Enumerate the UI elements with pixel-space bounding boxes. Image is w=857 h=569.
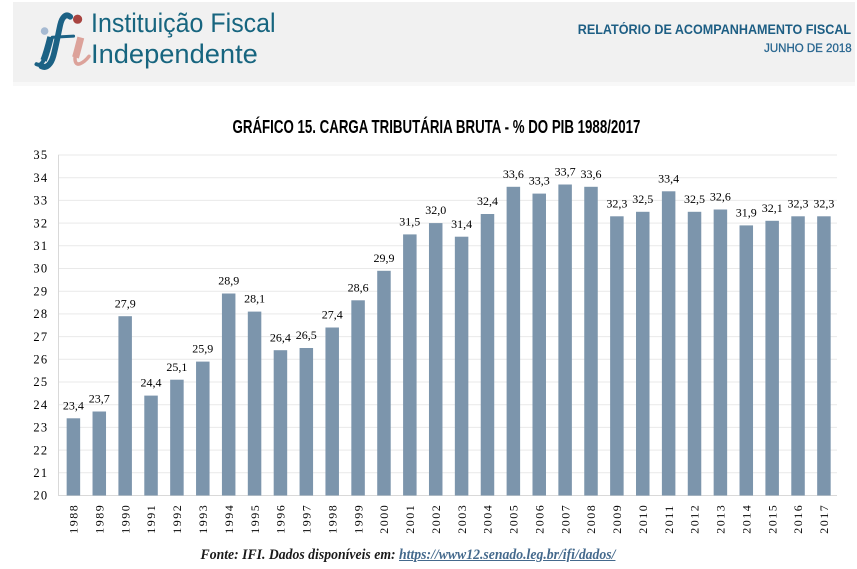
svg-text:21: 21 <box>33 466 48 480</box>
svg-text:25,9: 25,9 <box>192 342 213 356</box>
svg-text:32,3: 32,3 <box>788 196 809 210</box>
svg-text:1997: 1997 <box>300 504 314 534</box>
svg-text:26,5: 26,5 <box>296 328 317 342</box>
svg-text:1995: 1995 <box>248 504 262 534</box>
svg-text:2013: 2013 <box>714 504 728 534</box>
svg-text:27,4: 27,4 <box>322 308 343 322</box>
svg-text:25: 25 <box>33 375 48 389</box>
svg-text:2005: 2005 <box>507 504 521 534</box>
svg-text:33,6: 33,6 <box>503 167 524 181</box>
svg-text:23,7: 23,7 <box>89 392 110 406</box>
svg-text:1989: 1989 <box>93 504 107 534</box>
svg-text:2000: 2000 <box>377 504 391 534</box>
svg-text:34: 34 <box>33 171 48 185</box>
svg-text:32,0: 32,0 <box>425 203 446 217</box>
svg-text:2017: 2017 <box>817 504 831 534</box>
svg-text:32: 32 <box>33 216 48 230</box>
svg-text:33,3: 33,3 <box>529 174 550 188</box>
svg-text:32,4: 32,4 <box>477 194 498 208</box>
svg-text:28,9: 28,9 <box>218 274 239 288</box>
svg-text:33,4: 33,4 <box>658 171 679 185</box>
svg-text:20: 20 <box>33 489 48 503</box>
svg-text:31,5: 31,5 <box>399 215 420 229</box>
svg-text:25,1: 25,1 <box>166 360 187 374</box>
svg-text:1996: 1996 <box>274 504 288 534</box>
svg-text:31: 31 <box>33 239 48 253</box>
svg-text:29,9: 29,9 <box>374 251 395 265</box>
svg-text:28,1: 28,1 <box>244 292 265 306</box>
svg-text:2002: 2002 <box>429 504 443 534</box>
svg-text:2015: 2015 <box>765 504 779 534</box>
svg-text:32,3: 32,3 <box>606 196 627 210</box>
svg-text:1994: 1994 <box>222 504 236 534</box>
svg-text:2006: 2006 <box>532 504 546 534</box>
svg-text:23: 23 <box>33 421 48 435</box>
svg-text:1988: 1988 <box>67 504 81 534</box>
svg-text:32,5: 32,5 <box>632 192 653 206</box>
svg-text:33,7: 33,7 <box>555 165 576 179</box>
svg-text:33: 33 <box>33 194 48 208</box>
svg-text:2007: 2007 <box>558 504 572 534</box>
svg-text:1993: 1993 <box>196 504 210 534</box>
svg-text:33,6: 33,6 <box>581 167 602 181</box>
svg-text:27,9: 27,9 <box>115 296 136 310</box>
svg-text:31,4: 31,4 <box>451 217 472 231</box>
svg-text:2011: 2011 <box>662 504 676 534</box>
svg-text:35: 35 <box>33 148 48 162</box>
svg-text:1992: 1992 <box>170 504 184 534</box>
svg-text:32,5: 32,5 <box>684 192 705 206</box>
svg-text:2001: 2001 <box>403 504 417 534</box>
svg-text:1991: 1991 <box>144 504 158 534</box>
svg-text:2009: 2009 <box>610 504 624 534</box>
svg-text:23,4: 23,4 <box>63 398 84 412</box>
svg-text:26: 26 <box>33 353 48 367</box>
svg-text:29: 29 <box>33 284 48 298</box>
svg-text:2010: 2010 <box>636 504 650 534</box>
svg-text:1999: 1999 <box>351 504 365 534</box>
svg-text:1998: 1998 <box>325 504 339 534</box>
svg-text:24,4: 24,4 <box>141 376 162 390</box>
svg-text:32,3: 32,3 <box>813 196 834 210</box>
svg-text:28,6: 28,6 <box>348 280 369 294</box>
svg-text:30: 30 <box>33 262 48 276</box>
svg-text:2016: 2016 <box>791 504 805 534</box>
svg-text:26,4: 26,4 <box>270 330 291 344</box>
svg-text:2012: 2012 <box>688 504 702 534</box>
svg-text:28: 28 <box>33 307 48 321</box>
svg-text:27: 27 <box>33 330 48 344</box>
svg-text:1990: 1990 <box>118 504 132 534</box>
svg-text:32,1: 32,1 <box>762 201 783 215</box>
svg-text:32,6: 32,6 <box>710 190 731 204</box>
svg-text:22: 22 <box>33 443 48 457</box>
svg-text:2008: 2008 <box>584 504 598 534</box>
svg-text:24: 24 <box>33 398 48 412</box>
svg-text:2004: 2004 <box>481 504 495 534</box>
svg-text:2003: 2003 <box>455 504 469 534</box>
svg-text:31,9: 31,9 <box>736 206 757 220</box>
svg-text:2014: 2014 <box>740 504 754 534</box>
